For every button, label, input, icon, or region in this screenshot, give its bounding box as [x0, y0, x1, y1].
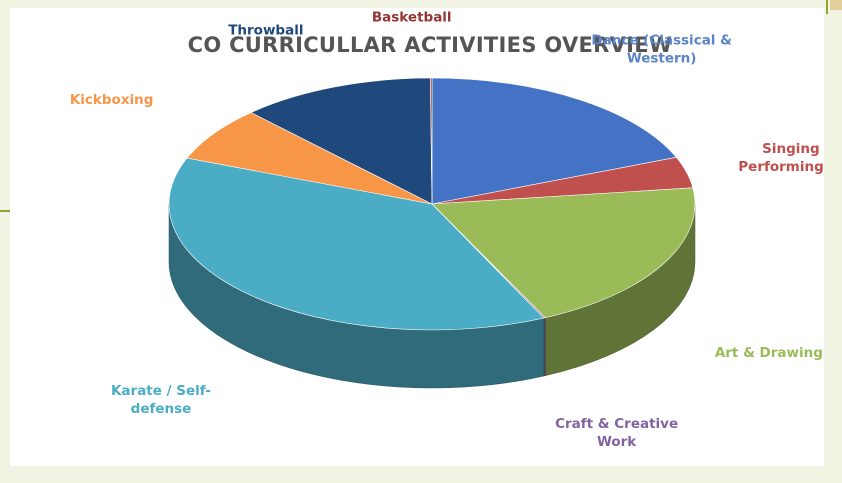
- slice-label-line: Karate / Self-: [111, 383, 211, 399]
- pie-slice: [186, 112, 433, 205]
- pie-labels: Dance (Classical & Western) Singing & Perfo…: [70, 9, 824, 450]
- slice-label-line: Kickboxing: [70, 92, 154, 108]
- pie-top: [168, 77, 696, 331]
- pie-slice: [431, 187, 696, 319]
- pie-slice: [430, 77, 433, 205]
- background-corner-block: [830, 0, 842, 10]
- background-accent-line-top: [826, 0, 828, 14]
- slice-label-line: Throwball: [228, 23, 303, 39]
- slice-label: Singing & Performing Arts: [738, 141, 824, 175]
- slice-label-line: Art & Drawing: [715, 345, 823, 361]
- slice-label-line: Craft & Creative: [555, 416, 678, 432]
- slice-label-line: Work: [597, 434, 637, 450]
- slice-label-line: Dance (Classical &: [591, 32, 732, 48]
- chart-frame: CO CURRICULLAR ACTIVITIES OVERVIEW Dance…: [10, 8, 824, 466]
- slice-label-line: defense: [131, 401, 192, 417]
- slice-label: Dance (Classical & Western): [591, 32, 732, 66]
- slice-label: Craft & Creative Work: [555, 416, 678, 450]
- slice-label: Art & Drawing: [715, 345, 823, 361]
- slice-label: Basketball: [372, 9, 452, 25]
- slice-label: Throwball: [228, 23, 303, 39]
- slice-label-line: Western): [627, 50, 697, 66]
- slice-label: Kickboxing: [70, 92, 154, 108]
- slice-label-line: Singing &: [762, 141, 824, 157]
- pie-slice: [168, 157, 545, 331]
- slice-label-line: Performing Arts: [738, 159, 824, 175]
- slice-label: Karate / Self-defense: [111, 383, 211, 417]
- chart-title: CO CURRICULLAR ACTIVITIES OVERVIEW: [188, 33, 673, 57]
- pie-chart: CO CURRICULLAR ACTIVITIES OVERVIEW Dance…: [70, 9, 824, 450]
- pie-slice: [250, 77, 433, 205]
- pie-depth: [168, 203, 696, 389]
- pie-slice: [431, 77, 677, 205]
- slice-label-line: Basketball: [372, 9, 452, 25]
